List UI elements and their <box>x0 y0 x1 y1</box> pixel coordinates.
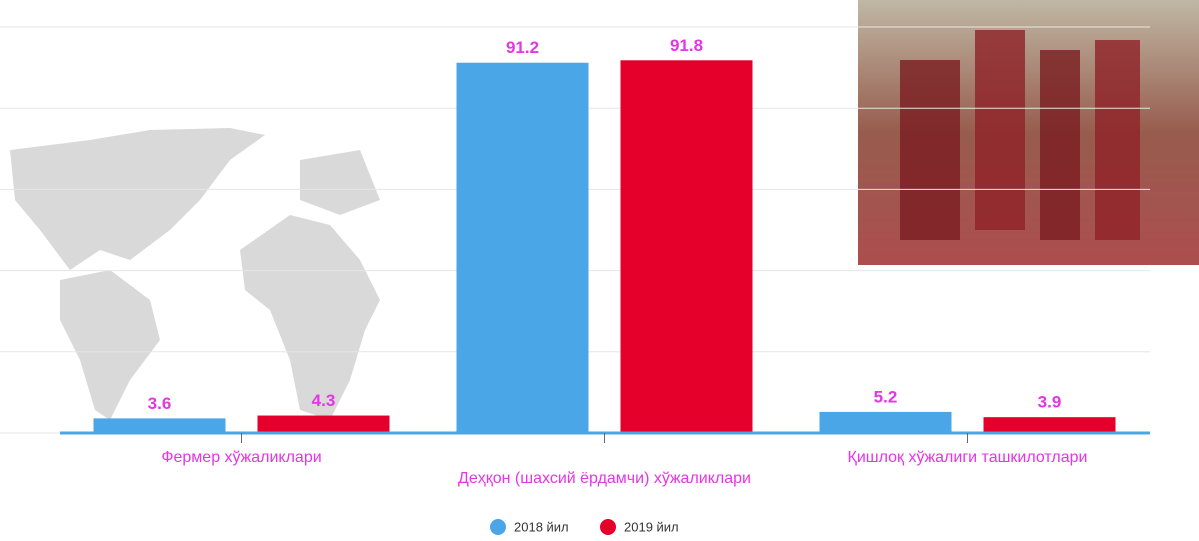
bar <box>456 62 589 434</box>
value-label: 91.8 <box>670 36 703 55</box>
bar <box>93 418 226 433</box>
legend-marker <box>600 519 616 535</box>
x-tick-label: Фермер хўжаликлари <box>161 449 321 466</box>
legend-marker <box>490 519 506 535</box>
value-label: 4.3 <box>312 391 336 410</box>
bar <box>983 417 1116 433</box>
legend-label: 2018 йил <box>514 519 569 534</box>
world-map-background <box>10 128 380 420</box>
photo-placeholder <box>858 0 1199 265</box>
bar <box>257 415 390 433</box>
value-label: 3.9 <box>1038 393 1062 412</box>
bar <box>620 60 753 434</box>
bar <box>819 411 952 433</box>
value-label: 91.2 <box>506 38 539 57</box>
x-tick-label: Деҳқон (шахсий ёрдамчи) хўжаликлари <box>458 470 751 487</box>
legend-label: 2019 йил <box>624 519 679 534</box>
x-tick-label: Қишлоқ хўжалиги ташкилотлари <box>848 449 1088 466</box>
value-label: 3.6 <box>148 394 172 413</box>
value-label: 5.2 <box>874 387 898 406</box>
